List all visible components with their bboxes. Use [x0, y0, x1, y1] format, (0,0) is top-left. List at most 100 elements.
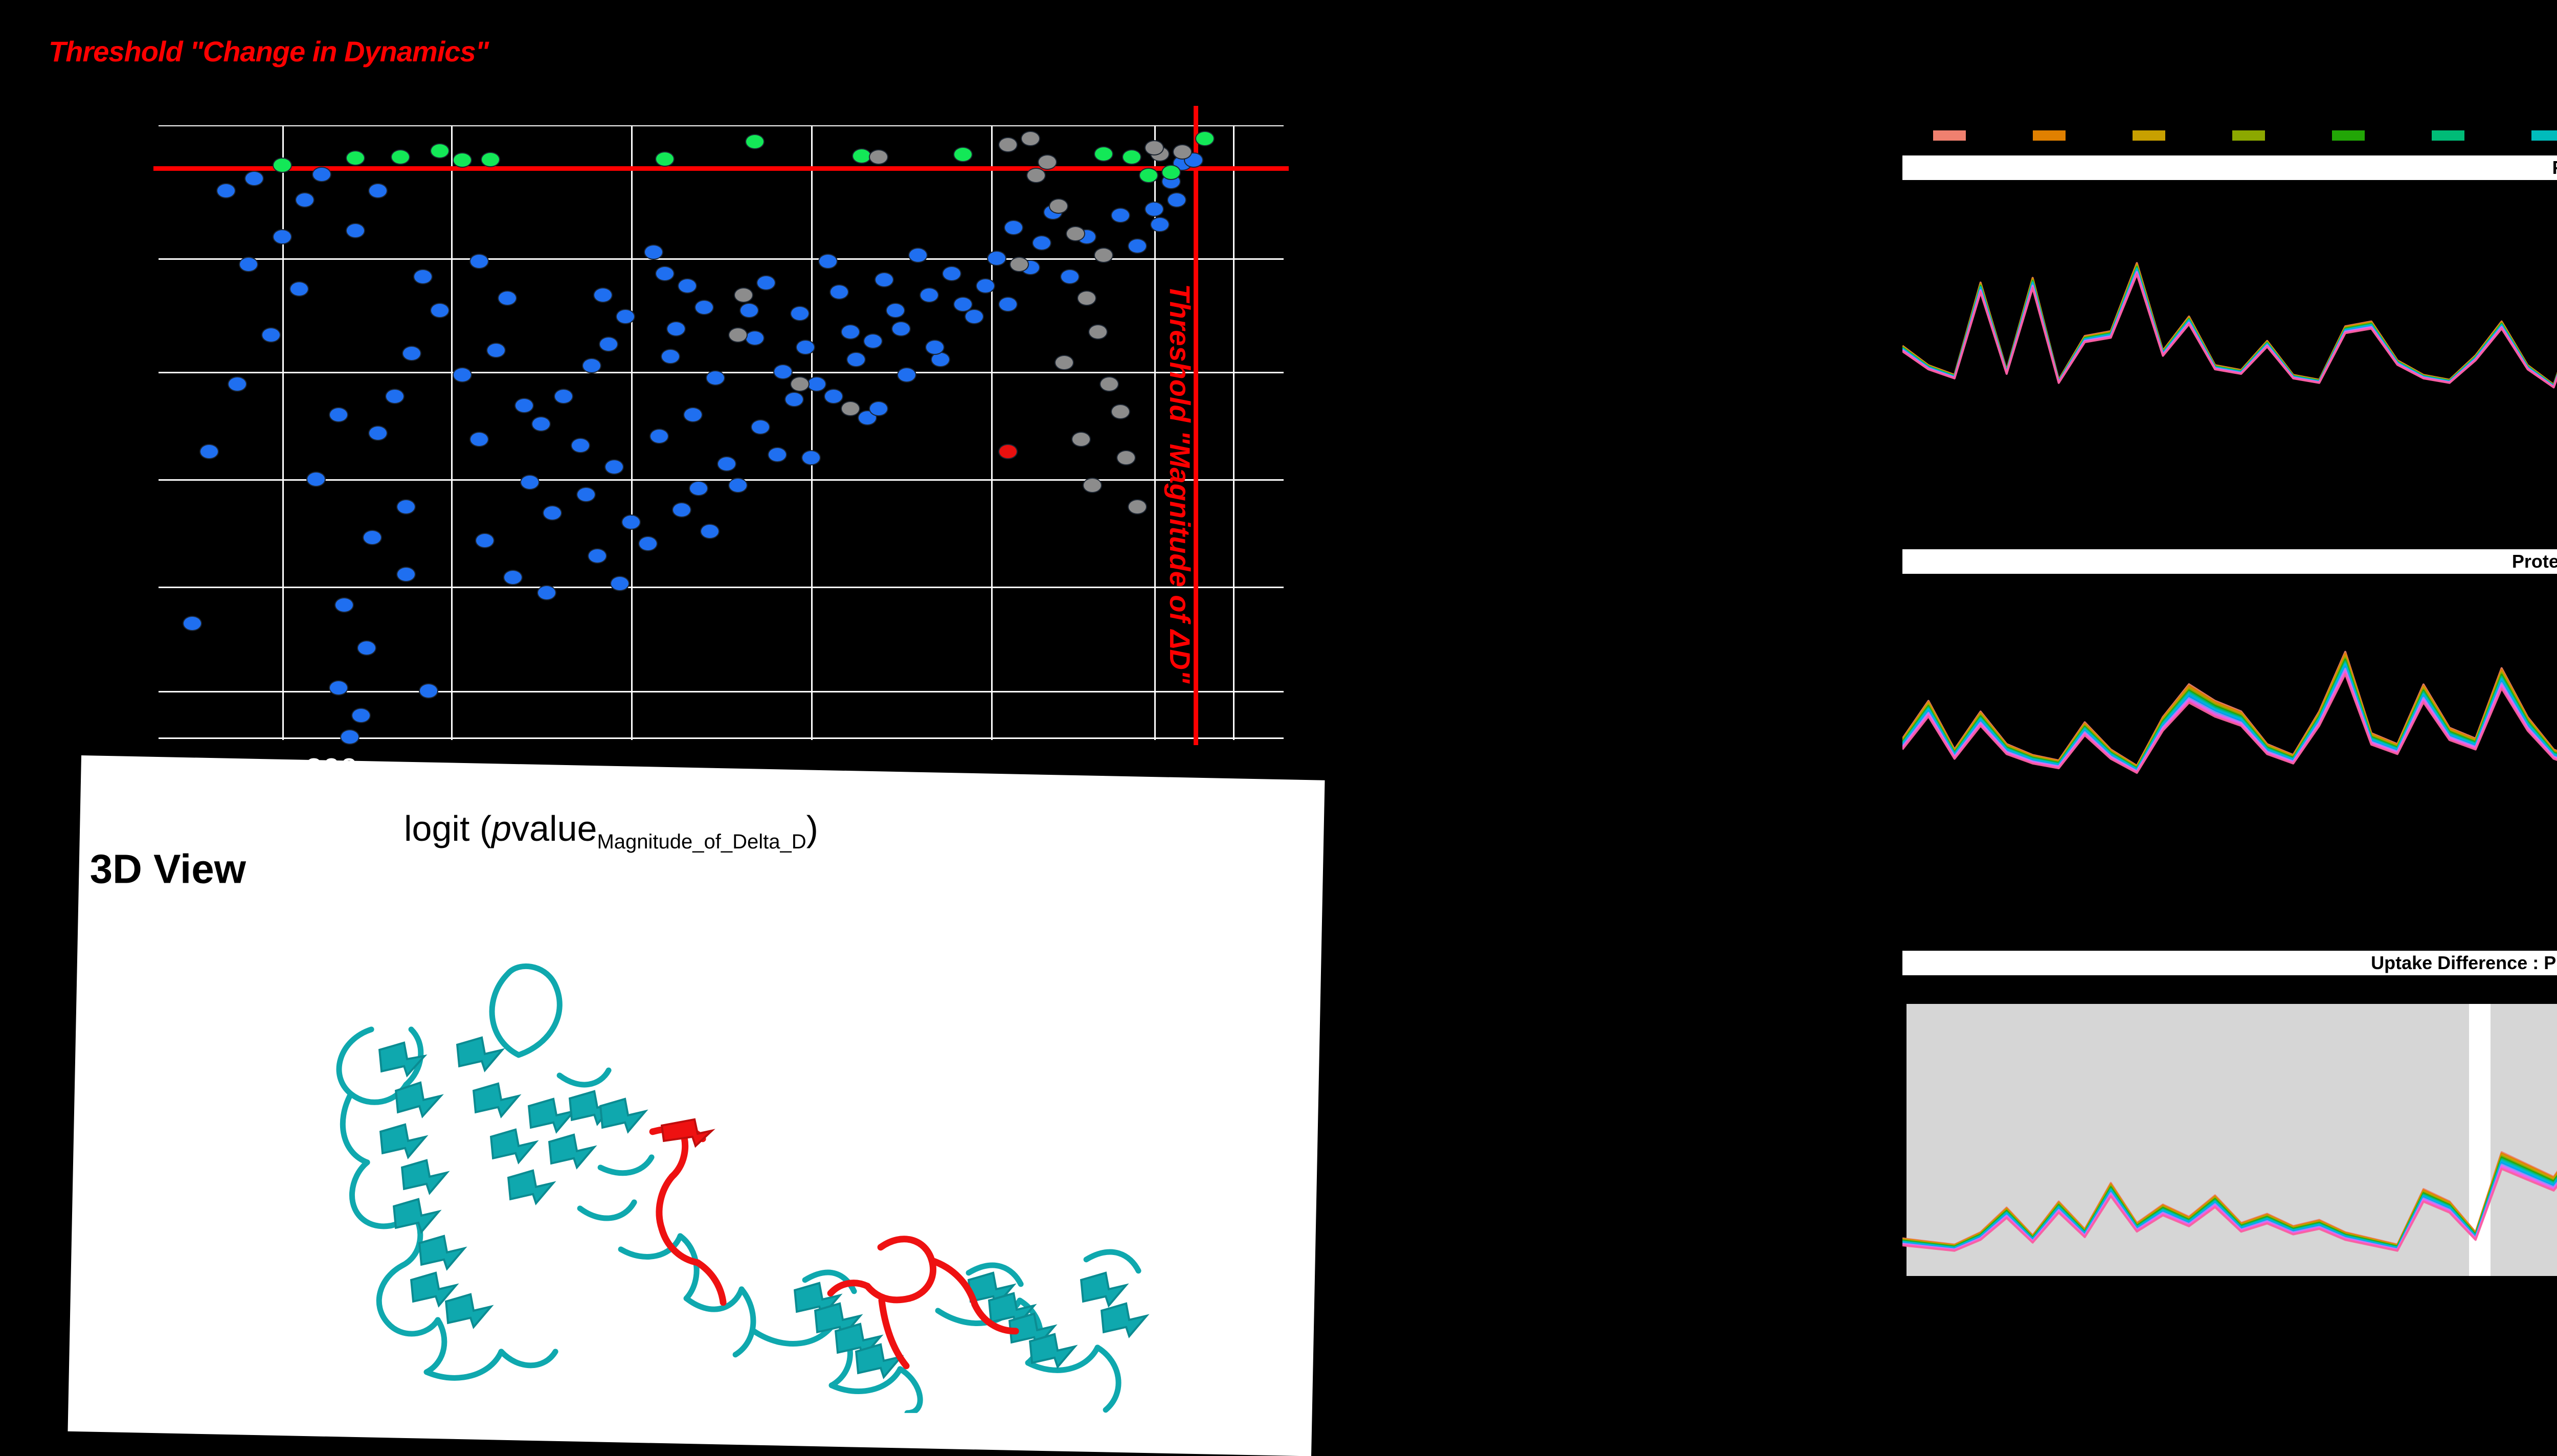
scatter-point-blue[interactable]	[829, 284, 849, 300]
scatter-point-blue[interactable]	[756, 275, 776, 290]
scatter-point-blue[interactable]	[385, 389, 405, 404]
scatter-point-blue[interactable]	[953, 297, 973, 312]
scatter-point-blue[interactable]	[396, 499, 416, 514]
scatter-point-blue[interactable]	[419, 683, 438, 699]
scatter-point-green[interactable]	[273, 157, 292, 173]
scatter-point-grey[interactable]	[1094, 248, 1113, 263]
scatter-point-grey[interactable]	[1083, 478, 1102, 493]
scatter-point-blue[interactable]	[886, 303, 905, 318]
scatter-point-blue[interactable]	[571, 438, 590, 453]
scatter-point-grey[interactable]	[1055, 355, 1074, 370]
scatter-point-blue[interactable]	[897, 367, 916, 383]
scatter-point-blue[interactable]	[621, 514, 641, 530]
scatter-point-green[interactable]	[1094, 146, 1113, 162]
scatter-point-blue[interactable]	[199, 444, 219, 459]
scatter-point-blue[interactable]	[610, 576, 630, 591]
scatter-point-blue[interactable]	[824, 389, 843, 404]
scatter-point-blue[interactable]	[863, 333, 883, 349]
scatter-point-blue[interactable]	[689, 481, 708, 496]
scatter-point-grey[interactable]	[1071, 432, 1091, 447]
scatter-point-blue[interactable]	[228, 376, 247, 392]
scatter-point-blue[interactable]	[469, 254, 489, 269]
scatter-point-blue[interactable]	[768, 447, 787, 462]
scatter-point-blue[interactable]	[593, 287, 613, 303]
uptake-plot-area[interactable]	[1902, 574, 2557, 803]
scatter-point-blue[interactable]	[1128, 238, 1147, 254]
scatter-point-green[interactable]	[655, 151, 675, 167]
scatter-point-blue[interactable]	[891, 321, 911, 337]
scatter-point-blue[interactable]	[796, 340, 815, 355]
scatter-point-green[interactable]	[953, 147, 973, 163]
scatter-point-green[interactable]	[430, 143, 450, 159]
scatter-point-blue[interactable]	[728, 478, 748, 493]
scatter-point-blue[interactable]	[655, 266, 675, 281]
scatter-point-blue[interactable]	[1145, 201, 1164, 217]
scatter-point-blue[interactable]	[1032, 235, 1051, 251]
scatter-point-grey[interactable]	[1021, 131, 1040, 146]
scatter-point-blue[interactable]	[694, 300, 714, 315]
protein-ribbon-image[interactable]	[242, 922, 1178, 1413]
scatter-point-grey[interactable]	[1066, 226, 1085, 241]
scatter-point-blue[interactable]	[841, 324, 860, 340]
scatter-point-grey[interactable]	[1049, 198, 1068, 214]
scatter-point-blue[interactable]	[801, 450, 821, 465]
legend-swatch-6[interactable]	[2531, 130, 2557, 141]
scatter-point-grey[interactable]	[1128, 499, 1147, 514]
scatter-point-blue[interactable]	[576, 487, 596, 502]
scatter-point-grey[interactable]	[734, 287, 753, 303]
scatter-point-blue[interactable]	[363, 530, 382, 545]
scatter-point-grey[interactable]	[998, 137, 1018, 152]
scatter-point-grey[interactable]	[841, 401, 860, 416]
scatter-point-green[interactable]	[745, 134, 765, 149]
scatter-point-blue[interactable]	[745, 330, 765, 346]
uptake-plot-protein-a[interactable]: Protein A	[1902, 153, 2557, 409]
scatter-point-blue[interactable]	[604, 459, 624, 475]
scatter-point-blue[interactable]	[368, 425, 388, 441]
scatter-point-blue[interactable]	[773, 364, 793, 379]
scatter-point-blue[interactable]	[717, 456, 736, 472]
scatter-point-blue[interactable]	[942, 266, 961, 281]
scatter-point-grey[interactable]	[1026, 168, 1046, 183]
scatter-point-blue[interactable]	[351, 708, 371, 723]
scatter-point-blue[interactable]	[784, 392, 804, 407]
scatter-point-blue[interactable]	[413, 269, 433, 284]
scatter-point-blue[interactable]	[908, 248, 928, 263]
scatter-point-blue[interactable]	[874, 272, 894, 287]
scatter-point-green[interactable]	[346, 150, 365, 166]
scatter-point-blue[interactable]	[582, 358, 601, 373]
scatter-point-blue[interactable]	[469, 432, 489, 447]
legend-swatch-2[interactable]	[2133, 130, 2165, 141]
scatter-point-red[interactable]	[998, 444, 1018, 459]
scatter-point-blue[interactable]	[520, 475, 540, 490]
scatter-point-blue[interactable]	[430, 303, 450, 318]
scatter-point-blue[interactable]	[396, 567, 416, 582]
scatter-point-blue[interactable]	[503, 570, 523, 585]
scatter-point-grey[interactable]	[1088, 324, 1108, 340]
legend-swatch-5[interactable]	[2432, 130, 2464, 141]
scatter-point-green[interactable]	[1195, 131, 1215, 146]
legend-swatch-3[interactable]	[2232, 130, 2265, 141]
scatter-point-blue[interactable]	[925, 340, 945, 355]
scatter-point-blue[interactable]	[644, 244, 663, 260]
scatter-point-blue[interactable]	[273, 229, 292, 244]
scatter-point-blue[interactable]	[368, 183, 388, 198]
scatter-point-blue[interactable]	[599, 337, 618, 352]
three-d-view-card[interactable]: 3D View	[68, 756, 1325, 1456]
scatter-point-blue[interactable]	[869, 401, 888, 416]
uptake-plot-area[interactable]	[1902, 975, 2557, 1276]
scatter-point-blue[interactable]	[531, 416, 551, 432]
scatter-point-grey[interactable]	[1038, 154, 1057, 170]
uptake-plot-difference[interactable]: Uptake Difference : Protein A - (Protein…	[1902, 949, 2557, 1276]
scatter-point-grey[interactable]	[869, 149, 888, 165]
scatter-point-green[interactable]	[1161, 165, 1181, 180]
scatter-point-blue[interactable]	[1167, 192, 1186, 208]
scatter-point-blue[interactable]	[289, 281, 309, 297]
scatter-point-grey[interactable]	[1077, 290, 1096, 306]
volcano-plot-area[interactable]	[153, 106, 1289, 745]
scatter-point-blue[interactable]	[846, 352, 866, 367]
scatter-point-blue[interactable]	[706, 370, 725, 386]
scatter-point-blue[interactable]	[402, 346, 421, 361]
scatter-point-blue[interactable]	[514, 398, 534, 413]
scatter-point-grey[interactable]	[1111, 404, 1130, 419]
scatter-point-blue[interactable]	[818, 254, 838, 269]
